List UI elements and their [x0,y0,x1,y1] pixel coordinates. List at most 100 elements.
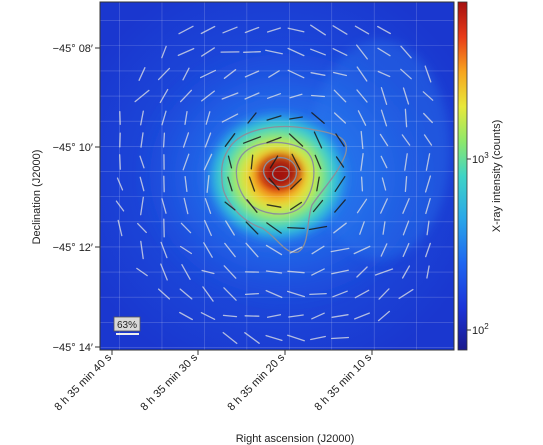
polarization-vector [287,47,305,57]
polarization-vector [157,288,171,300]
polarization-vector [162,132,166,148]
colorbar-tick-exponent: 2 [484,322,489,331]
polarization-vector [203,153,213,171]
polarization-vector [140,132,144,148]
polarization-vector [333,89,347,103]
polarization-vector [204,198,212,214]
polarization-vector [136,267,148,277]
polarization-vector [288,314,304,318]
polarization-vector [222,314,238,318]
polarization-vector [242,136,262,144]
polarization-vector [268,70,280,78]
polarization-vector [312,199,324,213]
polarization-vector [201,90,215,102]
colorbar-tick-exponent: 3 [484,151,489,160]
polarization-vector [182,132,190,148]
polarization-vector [425,197,431,215]
polarization-vector [425,153,431,171]
polarization-vector [311,268,325,276]
polarization-vector [425,242,431,258]
polarization-vector [204,219,212,237]
polarization-vector [404,175,408,193]
polarization-vector [246,199,258,213]
heatmap-image [100,2,454,350]
y-axis: −45° 08′ −45° 10′ −45° 12′ −45° 14′ Decl… [31,43,100,354]
polarization-vector [400,45,412,59]
polarization-vector [222,26,238,34]
polarization-vector [289,116,303,120]
polarization-vector [221,92,239,100]
coordinate-grid [100,2,454,350]
polarization-vector [222,331,238,345]
polarization-vector [332,290,348,298]
polarization-vector [422,91,434,101]
polarization-vector [332,71,348,77]
polarization-vector [138,67,146,81]
y-tick-label: −45° 12′ [53,242,93,254]
polarization-vector [245,221,259,235]
scale-bar-label: 63% [117,320,137,331]
polarization-vector [265,270,283,274]
polarization-vector [266,27,282,33]
polarization-vector [379,133,389,147]
polarization-vector [201,47,215,57]
polarization-vector [335,133,345,147]
polarization-vector [404,108,408,128]
polarization-vector [289,246,303,254]
polarization-vector [424,175,432,193]
polarization-vector [266,314,282,318]
polarization-vector [313,131,323,149]
polarization-vector [308,225,328,231]
polarization-vector [377,310,391,322]
emission-peak [260,156,300,188]
polarization-vector [353,245,371,255]
scale-bar-label-box [113,316,141,332]
polarization-vector [244,26,260,34]
polarization-vector [356,266,368,278]
polarization-vector [245,242,259,258]
y-axis-title: Declination (J2000) [31,150,43,245]
polarization-vector [139,155,145,169]
polarization-vector [179,89,193,103]
polarization-vector [380,243,388,257]
polarization-vector [380,109,388,127]
polarization-vector [311,245,325,255]
polarization-vector [243,51,261,53]
x-tick-label: 8 h 35 min 30 s [138,351,200,413]
polarization-vector [401,134,411,146]
polarization-vector [333,112,347,124]
polarization-vector [378,288,390,300]
polarization-vector [115,200,125,212]
polarization-vector [223,287,237,301]
polarization-vector [380,198,388,214]
polarization-vector [268,177,280,191]
polarization-vector [160,263,168,281]
polarization-vector [310,335,326,341]
polarization-vector [180,222,192,234]
polarization-vector [311,312,325,320]
polarization-vector [179,245,193,255]
polarization-vector [221,113,239,123]
polarization-vector [224,242,236,258]
polarization-vector [333,222,347,234]
polarization-vector [202,286,214,302]
y-tick-label: −45° 08′ [53,43,93,55]
scale-bar: 63% [113,316,141,335]
polarization-vector [381,177,387,191]
polarization-vector [426,220,430,236]
polarization-vector [311,112,325,124]
polarization-vector [266,136,282,144]
x-tick-label: 8 h 35 min 20 s [225,351,287,413]
polarization-vector [223,69,237,79]
colorbar-tick-base: 10 [472,154,484,166]
colorbar-tick-label: 102 [472,322,489,337]
polarization-vector [356,89,368,103]
polarization-vector [424,65,432,83]
polarization-vector [265,289,283,299]
polarization-vector [288,133,304,147]
polarization-vector [183,197,189,215]
polarization-vector [360,176,364,192]
polarization-vector [290,178,302,190]
colorbar-title: X-ray intensity (counts) [491,120,503,232]
polarization-vector [404,153,408,171]
